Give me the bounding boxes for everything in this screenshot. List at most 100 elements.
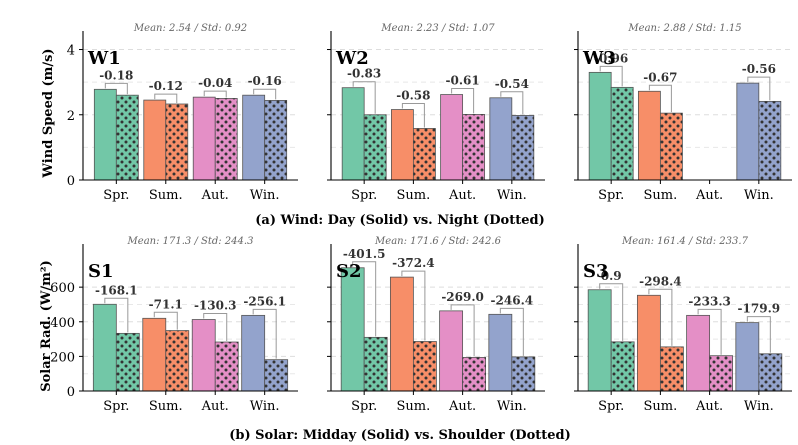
x-tick-label: Aut. <box>448 188 476 203</box>
y-tick-label: 0 <box>67 174 75 189</box>
bar-dotted-pattern <box>264 359 288 391</box>
bar-solid <box>242 94 266 181</box>
bar-dotted-pattern <box>165 103 188 180</box>
diff-bracket <box>203 90 227 98</box>
bar-solid <box>735 322 760 392</box>
bar-dotted-pattern <box>709 355 733 391</box>
diff-label: -401.5 <box>343 247 386 261</box>
x-tick-label: Win. <box>744 399 774 414</box>
diff-label: -246.4 <box>491 293 534 307</box>
diff-label: -256.1 <box>243 294 286 308</box>
diff-label: -0.58 <box>396 89 430 103</box>
diff-label: -130.3 <box>194 299 237 313</box>
diff-label: -0.56 <box>742 62 776 76</box>
wind-y-axis-label: Wind Speed (m/s) <box>41 48 56 178</box>
bar-solid <box>192 96 216 181</box>
diff-bracket <box>401 103 425 128</box>
bar-dotted-pattern <box>413 341 437 391</box>
diff-label: -0.67 <box>643 70 677 84</box>
diff-bracket <box>747 76 771 101</box>
panel-tag: W3 <box>582 48 616 69</box>
y-tick-label: 200 <box>50 350 75 365</box>
diff-label: -0.61 <box>446 74 480 88</box>
bar-dotted-pattern <box>758 101 781 180</box>
diff-label: -0.96 <box>594 51 628 65</box>
diff-label: -0.12 <box>149 79 183 93</box>
diff-bracket <box>648 84 672 113</box>
diff-bracket <box>599 65 623 87</box>
bar-dotted-pattern <box>215 98 238 180</box>
diff-bracket <box>599 283 624 341</box>
panel-tag: W2 <box>335 48 369 69</box>
bar-solid <box>636 294 661 392</box>
bar-solid <box>191 319 216 392</box>
diff-label: -0.18 <box>99 68 133 82</box>
x-tick-label: Spr. <box>598 399 624 414</box>
panel-title: Mean: 2.54 / Std: 0.92 <box>133 23 247 34</box>
diff-bracket <box>352 261 377 337</box>
bar-dotted-pattern <box>215 342 239 391</box>
x-tick-label: Sum. <box>644 399 678 414</box>
diff-label: -179.9 <box>738 302 781 316</box>
bar-dotted-pattern <box>511 115 534 180</box>
x-tick-label: Sum. <box>149 399 183 414</box>
x-tick-label: Sum. <box>644 188 678 203</box>
bar-dotted-pattern <box>511 356 535 391</box>
bar-solid <box>686 314 711 392</box>
bar-solid <box>241 314 266 392</box>
bar-solid <box>637 90 661 181</box>
panel-tag: S1 <box>88 261 114 282</box>
panel-w2: Mean: 2.23 / Std: 1.07 -0.83 Spr. -0.58 Sum.… <box>327 23 545 203</box>
bar-solid <box>489 97 513 181</box>
diff-bracket <box>252 308 277 359</box>
panel-title: Mean: 171.6 / Std: 242.6 <box>374 236 502 247</box>
bar-solid <box>440 94 464 181</box>
bar-dotted-pattern <box>611 341 635 391</box>
diff-bracket <box>401 270 426 341</box>
x-tick-label: Spr. <box>351 399 377 414</box>
bar-dotted-pattern <box>364 114 387 180</box>
solar-y-axis-label: Solar Rad. (W/m²) <box>39 260 54 392</box>
bar-dotted-pattern <box>660 113 683 180</box>
x-tick-label: Spr. <box>103 188 129 203</box>
bar-solid <box>389 276 414 392</box>
x-tick-label: Spr. <box>351 188 377 203</box>
bar-solid <box>92 303 117 392</box>
diff-bracket <box>153 311 178 330</box>
x-tick-label: Spr. <box>598 188 624 203</box>
bar-dotted-pattern <box>116 95 139 180</box>
bar-solid <box>340 267 365 392</box>
solar-caption: (b) Solar: Midday (Solid) vs. Shoulder (… <box>229 428 571 443</box>
diff-bracket <box>104 82 128 95</box>
panel-s1: Mean: 171.3 / Std: 244.3 -168.1 Spr. -71.1 S… <box>50 236 298 414</box>
panel-w1: Mean: 2.54 / Std: 0.92 -0.18 Spr. -0.12 Sum.… <box>67 23 298 203</box>
x-tick-label: Sum. <box>397 399 431 414</box>
diff-bracket <box>500 91 524 115</box>
x-tick-label: Sum. <box>397 188 431 203</box>
panel-w3: Mean: 2.88 / Std: 1.15 -0.96 Spr. -0.67 Sum.… <box>574 23 792 203</box>
x-tick-label: Aut. <box>201 399 229 414</box>
bar-solid <box>390 109 414 181</box>
x-tick-label: Win. <box>250 399 280 414</box>
bar-dotted-pattern <box>165 330 189 391</box>
x-tick-label: Spr. <box>103 399 129 414</box>
y-tick-label: 0 <box>67 385 75 400</box>
x-tick-label: Aut. <box>695 188 723 203</box>
diff-label: -269.0 <box>441 290 484 304</box>
x-tick-label: Aut. <box>448 399 476 414</box>
x-tick-label: Win. <box>250 188 280 203</box>
diff-label: -0.16 <box>248 74 282 88</box>
x-tick-label: Aut. <box>695 399 723 414</box>
diff-bracket <box>499 307 524 356</box>
wind-caption: (a) Wind: Day (Solid) vs. Night (Dotted) <box>255 213 545 228</box>
diff-bracket <box>154 93 178 103</box>
bar-solid <box>439 310 464 392</box>
diff-label: -0.04 <box>198 76 232 90</box>
diff-bracket <box>648 288 673 346</box>
panel-title: Mean: 2.23 / Std: 1.07 <box>380 23 495 34</box>
bar-dotted-pattern <box>660 346 684 391</box>
diff-label: -298.4 <box>639 274 682 288</box>
diff-bracket <box>352 81 376 114</box>
panel-tag: S2 <box>336 261 362 282</box>
diff-label: -168.1 <box>95 283 138 297</box>
